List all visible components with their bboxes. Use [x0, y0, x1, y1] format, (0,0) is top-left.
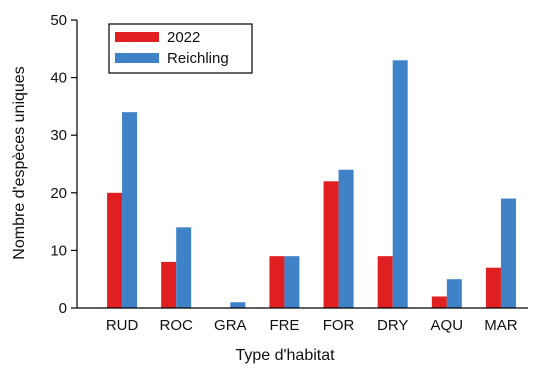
x-tick-label: ROC [160, 317, 194, 334]
y-tick-label: 10 [50, 242, 67, 259]
bar-reichling-aqu [447, 279, 462, 308]
y-tick-label: 50 [50, 12, 67, 29]
x-tick-label: GRA [214, 317, 247, 334]
bar-reichling-fre [284, 256, 299, 308]
bar-2022-rud [107, 193, 122, 308]
y-tick-label: 30 [50, 127, 67, 144]
x-axis-ticks: RUD ROC GRA FRE FOR DRY AQU MAR [106, 317, 518, 334]
bar-reichling-roc [176, 227, 191, 308]
x-tick-label: MAR [484, 317, 518, 334]
bar-2022-fre [269, 256, 284, 308]
plot-area [107, 60, 516, 308]
bar-reichling-dry [393, 60, 408, 308]
x-tick-label: FRE [269, 317, 299, 334]
y-axis-ticks: 0 10 20 30 40 50 [50, 12, 77, 317]
x-tick-label: AQU [431, 317, 464, 334]
bar-reichling-for [339, 170, 354, 308]
x-axis-title: Type d'habitat [235, 347, 335, 364]
y-tick-label: 0 [59, 300, 67, 317]
bar-2022-dry [378, 256, 393, 308]
bar-2022-mar [486, 268, 501, 308]
x-tick-label: DRY [377, 317, 408, 334]
bar-2022-aqu [432, 296, 447, 308]
bar-reichling-mar [501, 199, 516, 308]
y-tick-label: 20 [50, 185, 67, 202]
bar-2022-for [324, 181, 339, 308]
x-tick-label: RUD [106, 317, 139, 334]
legend-swatch [115, 53, 159, 63]
y-axis-title: Nombre d'espèces uniques [11, 66, 28, 259]
legend-swatch [115, 32, 159, 42]
legend-label: 2022 [167, 29, 200, 46]
legend: 2022 Reichling [109, 24, 252, 73]
bar-reichling-gra [230, 302, 245, 308]
bar-reichling-rud [122, 112, 137, 308]
bar-2022-roc [161, 262, 176, 308]
y-tick-label: 40 [50, 70, 67, 87]
x-tick-label: FOR [323, 317, 355, 334]
legend-label: Reichling [167, 50, 229, 67]
